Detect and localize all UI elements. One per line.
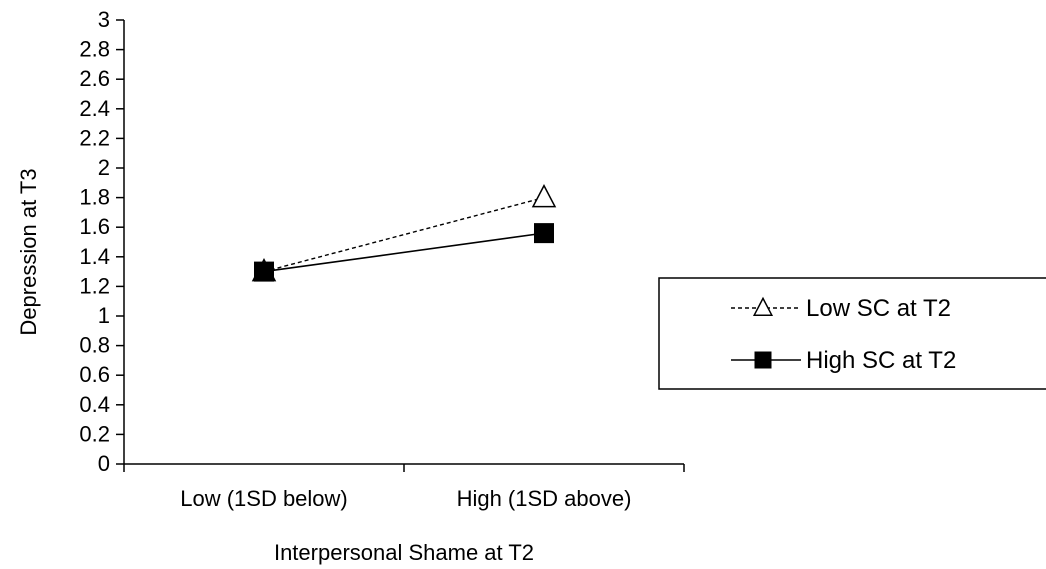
legend-label: Low SC at T2 — [806, 295, 951, 322]
y-tick-label: 1.4 — [79, 244, 110, 269]
y-tick-label: 1.6 — [79, 214, 110, 239]
legend-box — [658, 277, 1046, 390]
data-point-square — [534, 223, 554, 244]
y-tick-label: 0.2 — [79, 421, 110, 446]
x-tick-label: Low (1SD below) — [180, 486, 348, 511]
x-tick-label: High (1SD above) — [457, 486, 632, 511]
y-tick-label: 1.8 — [79, 185, 110, 210]
y-axis: 0 0.2 0.4 0.6 0.8 1 1.2 1.4 1.6 1.8 2 2.2 2.4 2.6 2.8 3 — [79, 7, 125, 476]
y-tick-label: 2.4 — [79, 96, 110, 121]
legend-label: High SC at T2 — [806, 347, 956, 374]
y-axis-title: Depression at T3 — [16, 168, 41, 335]
legend-marker — [754, 351, 772, 369]
y-tick-label: 1.2 — [79, 273, 110, 298]
x-axis-title: Interpersonal Shame at T2 — [274, 540, 534, 565]
series-line — [263, 196, 545, 273]
y-tick-label: 2.6 — [79, 66, 110, 91]
legend-items: Low SC at T2 High SC at T2 — [731, 295, 956, 374]
y-tick-label: 0.4 — [79, 392, 110, 417]
series-line — [263, 232, 545, 273]
y-tick-label: 3 — [98, 7, 110, 32]
legend-marker — [752, 296, 774, 316]
legend: Low SC at T2 High SC at T2 — [658, 277, 1046, 390]
y-tick-label: 2.8 — [79, 37, 110, 62]
series-layer — [251, 183, 557, 282]
y-tick-label: 0 — [98, 451, 110, 476]
data-point-square — [254, 261, 274, 282]
data-point-triangle — [531, 183, 557, 208]
y-tick-label: 2 — [98, 155, 110, 180]
legend-item: Low SC at T2 — [731, 295, 951, 322]
y-tick-label: 1 — [98, 303, 110, 328]
y-tick-label: 0.8 — [79, 333, 110, 358]
y-tick-label: 2.2 — [79, 125, 110, 150]
series-1 — [254, 223, 554, 282]
x-axis: Low (1SD below) High (1SD above) — [123, 463, 685, 511]
y-tick-label: 0.6 — [79, 362, 110, 387]
legend-item: High SC at T2 — [731, 347, 956, 374]
